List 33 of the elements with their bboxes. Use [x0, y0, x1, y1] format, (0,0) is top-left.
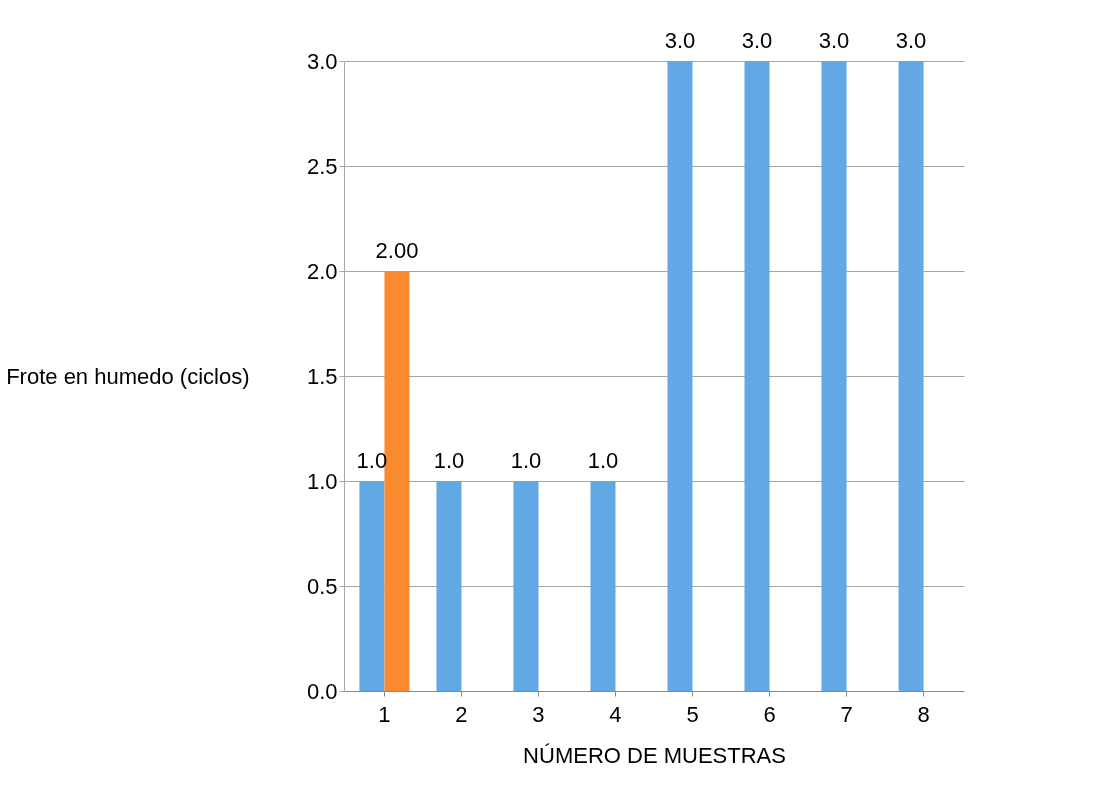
bar [513, 481, 539, 691]
bar [667, 61, 693, 691]
y-tick-label: 3.0 [306, 48, 338, 74]
x-tick-label: 1 [378, 701, 391, 727]
data-label: 3.0 [818, 28, 850, 53]
bar [436, 481, 462, 691]
y-tick-label: 2.0 [306, 258, 338, 284]
y-axis-title: Frote en humedo (ciclos) [6, 363, 250, 389]
x-tick-label: 3 [532, 701, 545, 727]
data-label: 2.00 [375, 238, 419, 263]
data-label: 1.0 [587, 448, 619, 473]
data-label: 3.0 [664, 28, 696, 53]
data-label: 1.0 [510, 448, 542, 473]
data-label: 3.0 [895, 28, 927, 53]
y-tick-label: 1.0 [306, 468, 338, 494]
bar [359, 481, 385, 691]
x-tick-label: 6 [763, 701, 776, 727]
x-tick-label: 7 [840, 701, 853, 727]
y-tick-label: 1.5 [306, 363, 338, 389]
x-tick-label: 8 [917, 701, 930, 727]
x-tick-label: 5 [686, 701, 699, 727]
x-tick-label: 4 [609, 701, 622, 727]
y-tick-label: 2.5 [306, 153, 338, 179]
x-tick-label: 2 [455, 701, 468, 727]
bar [590, 481, 616, 691]
data-label: 1.0 [433, 448, 465, 473]
y-tick-label: 0.5 [306, 573, 338, 599]
bar [821, 61, 847, 691]
x-axis-title: NÚMERO DE MUESTRAS [523, 742, 786, 768]
data-label: 3.0 [741, 28, 773, 53]
y-tick-label: 0.0 [306, 678, 338, 704]
bar [898, 61, 924, 691]
bar [744, 61, 770, 691]
